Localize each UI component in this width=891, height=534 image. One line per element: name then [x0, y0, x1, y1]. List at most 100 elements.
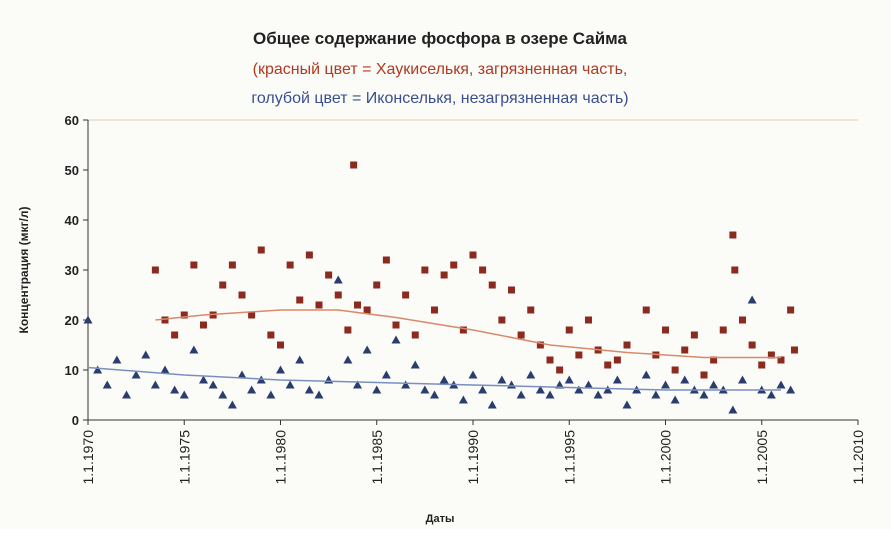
- point: [758, 361, 766, 369]
- point: [641, 370, 651, 379]
- point: [729, 231, 737, 239]
- point: [487, 400, 497, 409]
- point: [276, 365, 285, 374]
- point: [790, 346, 798, 354]
- subtitle-line: (красный цвет = Хаукиселькя, загрязненна…: [253, 61, 628, 78]
- point: [372, 385, 382, 394]
- point: [401, 380, 411, 389]
- point: [488, 281, 496, 289]
- point: [546, 356, 554, 364]
- point: [767, 351, 775, 359]
- x-tick-label: 1.1.1990: [465, 430, 481, 485]
- x-tick-label: 1.1.1980: [273, 430, 289, 485]
- point: [603, 385, 613, 394]
- point: [661, 380, 670, 389]
- point: [508, 286, 515, 294]
- y-axis-label: Концентрация (мкг/л): [17, 206, 31, 333]
- y-tick-label: 20: [65, 313, 79, 328]
- point: [680, 375, 690, 384]
- point: [535, 385, 545, 394]
- x-tick-label: 1.1.1970: [80, 430, 96, 485]
- point: [662, 326, 669, 334]
- point: [362, 345, 372, 354]
- point: [731, 266, 739, 274]
- point: [325, 271, 333, 279]
- point: [180, 311, 188, 319]
- point: [200, 321, 207, 329]
- point: [420, 385, 430, 394]
- point: [738, 375, 747, 384]
- point: [296, 296, 304, 304]
- point: [333, 275, 343, 284]
- point: [439, 375, 449, 384]
- point: [315, 301, 323, 309]
- point: [350, 161, 358, 169]
- y-tick-label: 50: [65, 163, 79, 178]
- point: [622, 400, 632, 409]
- point: [747, 295, 757, 304]
- y-tick-label: 30: [65, 263, 79, 278]
- point: [304, 385, 314, 394]
- point: [739, 316, 746, 324]
- point: [604, 361, 612, 369]
- point: [343, 355, 353, 364]
- point: [517, 331, 525, 339]
- point: [179, 390, 189, 399]
- point: [93, 365, 103, 374]
- point: [151, 266, 159, 274]
- x-axis-label: Даты: [426, 513, 455, 525]
- trend-line: [87, 366, 781, 391]
- point: [516, 390, 526, 399]
- subtitle-line: голубой цвет = Иконселькя, незагрязненна…: [251, 90, 628, 107]
- point: [363, 306, 371, 314]
- y-tick-label: 0: [72, 413, 79, 428]
- point: [171, 331, 179, 339]
- point: [766, 390, 776, 399]
- x-tick-label: 1.1.1985: [369, 430, 385, 485]
- point: [585, 316, 592, 324]
- point: [391, 335, 401, 344]
- point: [728, 405, 738, 414]
- point: [218, 390, 228, 399]
- point: [671, 366, 679, 374]
- point: [709, 380, 719, 389]
- y-tick-label: 10: [65, 363, 79, 378]
- y-tick-label: 60: [65, 113, 79, 128]
- point: [459, 326, 467, 334]
- point: [787, 306, 795, 314]
- trend-line: [155, 309, 781, 359]
- point: [710, 356, 718, 364]
- point: [642, 306, 650, 314]
- point: [699, 390, 709, 399]
- point: [651, 390, 661, 399]
- point: [286, 261, 294, 269]
- point: [719, 326, 727, 334]
- point: [431, 306, 438, 314]
- point: [777, 356, 785, 364]
- point: [536, 341, 544, 349]
- point: [430, 390, 439, 399]
- point: [83, 315, 93, 324]
- point: [786, 385, 796, 394]
- point: [141, 350, 151, 359]
- point: [556, 366, 564, 374]
- x-tick-label: 1.1.2005: [754, 430, 770, 485]
- point: [277, 341, 284, 349]
- point: [228, 261, 236, 269]
- point: [479, 266, 487, 274]
- point: [421, 266, 429, 274]
- point: [498, 316, 506, 324]
- point: [160, 365, 170, 374]
- x-tick-label: 1.1.2010: [850, 430, 866, 485]
- point: [267, 331, 275, 339]
- point: [189, 345, 199, 354]
- point: [238, 291, 246, 299]
- point: [584, 380, 593, 389]
- point: [748, 341, 756, 349]
- point: [776, 380, 786, 389]
- point: [411, 331, 419, 339]
- point: [382, 256, 390, 264]
- point: [450, 261, 458, 269]
- point: [208, 380, 218, 389]
